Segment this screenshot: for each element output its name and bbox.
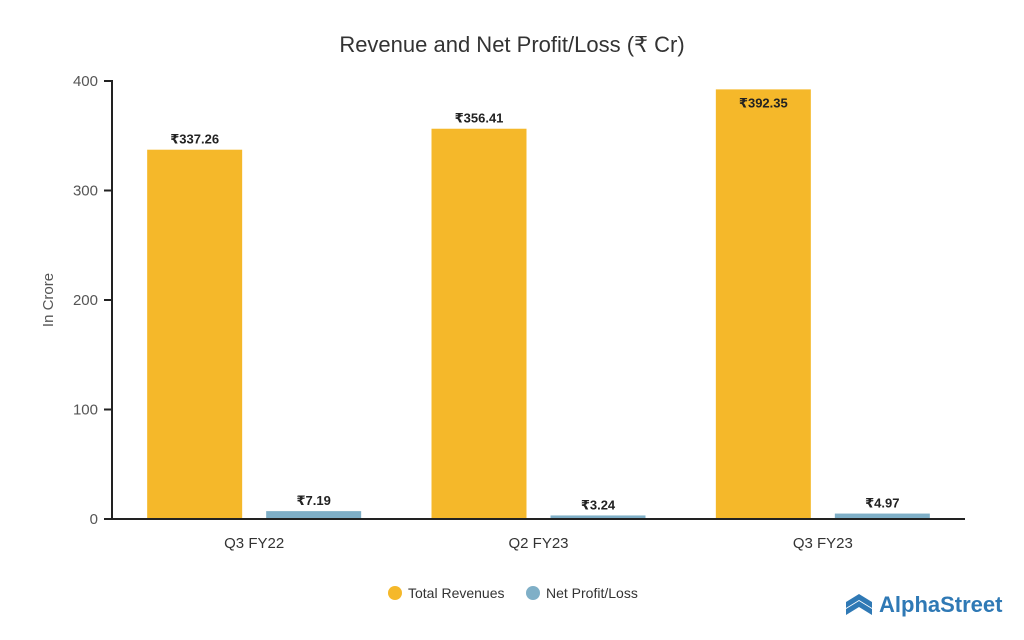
data-label: ₹4.97 — [865, 496, 899, 511]
y-tick-label: 300 — [73, 183, 98, 200]
x-category-label: Q2 FY23 — [508, 535, 568, 552]
x-category-label: Q3 FY23 — [793, 535, 853, 552]
x-axis: Q3 FY22 Q2 FY23 Q3 FY23 — [224, 535, 853, 552]
legend-swatch — [388, 586, 402, 600]
y-tick-label: 200 — [73, 292, 98, 309]
alphastreet-logo-icon — [846, 594, 872, 615]
data-label: ₹392.35 — [739, 95, 788, 110]
legend-label: Total Revenues — [408, 585, 505, 601]
y-axis-title: In Crore — [40, 273, 57, 327]
bar-net-profit — [550, 515, 646, 519]
bar-net-profit — [834, 513, 930, 519]
data-label: ₹3.24 — [581, 497, 616, 512]
legend-swatch — [526, 586, 540, 600]
bar-revenue — [147, 149, 243, 519]
y-tick-label: 0 — [90, 511, 98, 528]
x-category-label: Q3 FY22 — [224, 535, 284, 552]
y-tick-label: 100 — [73, 402, 98, 419]
bar-revenue — [431, 128, 527, 519]
data-label: ₹7.19 — [296, 493, 330, 508]
bar-revenue — [715, 89, 811, 520]
data-label: ₹337.26 — [170, 132, 219, 147]
brand-name: AlphaStreet — [879, 592, 1003, 617]
y-axis: 0 100 200 300 400 — [73, 73, 112, 528]
bars-group: ₹337.26 ₹7.19 ₹356.41 ₹3.24 ₹392.35 ₹4.97 — [147, 89, 930, 520]
brand-logo: AlphaStreet — [846, 592, 1003, 617]
chart-title: Revenue and Net Profit/Loss (₹ Cr) — [339, 32, 684, 57]
data-label: ₹356.41 — [455, 111, 504, 126]
legend-label: Net Profit/Loss — [546, 585, 638, 601]
y-tick-label: 400 — [73, 73, 98, 90]
bar-net-profit — [266, 511, 362, 519]
legend: Total Revenues Net Profit/Loss — [388, 585, 638, 601]
